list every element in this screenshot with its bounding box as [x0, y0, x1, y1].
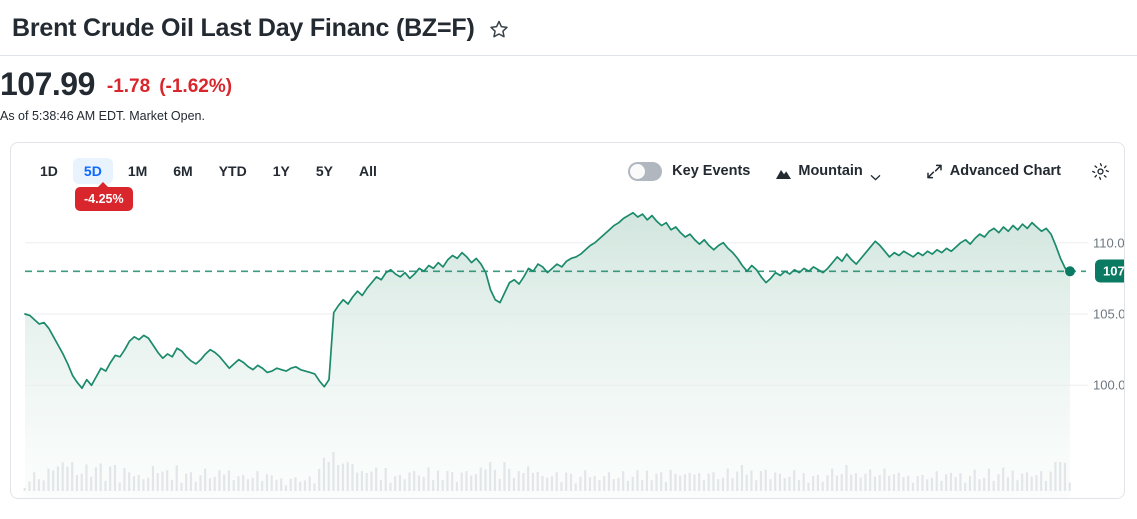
chart-type-label: Mountain	[798, 163, 863, 179]
range-tab-all[interactable]: All	[348, 158, 388, 184]
plot-area: 110.00105.00100.00107.99 7:00 AM7:00 PM7…	[11, 199, 1124, 498]
chart-toolbar: 1D 5D 1M 6M YTD 1Y 5Y All -4.25% Key Eve…	[11, 143, 1124, 211]
expand-icon	[927, 164, 942, 179]
chart-toolbar-right: Key Events Mountain Advanced C	[628, 161, 1110, 181]
key-events-toggle[interactable]	[628, 161, 663, 181]
key-events-label: Key Events	[672, 163, 751, 179]
market-status: As of 5:38:46 AM EDT. Market Open.	[0, 109, 205, 123]
performance-badge: -4.25%	[75, 182, 133, 211]
price-block: 107.99 -1.78 (-1.62%) As of 5:38:46 AM E…	[0, 56, 1137, 123]
range-tab-1m[interactable]: 1M	[117, 158, 158, 184]
current-price-badge: 107.99	[1095, 259, 1124, 283]
key-events-control: Key Events	[628, 161, 751, 181]
gear-icon[interactable]	[1091, 162, 1110, 181]
star-icon[interactable]	[489, 19, 509, 39]
quote-header: Brent Crude Oil Last Day Financ (BZ=F)	[0, 0, 1137, 55]
range-tab-1y[interactable]: 1Y	[262, 158, 301, 184]
chart-card: 1D 5D 1M 6M YTD 1Y 5Y All -4.25% Key Eve…	[10, 142, 1125, 499]
chevron-down-icon	[870, 168, 881, 180]
price-change-group: -1.78 (-1.62%)	[107, 76, 232, 100]
range-tab-6m[interactable]: 6M	[162, 158, 203, 184]
y-axis-tick: 110.00	[1093, 235, 1125, 251]
chart-type-dropdown[interactable]: Mountain	[776, 163, 881, 180]
toggle-knob	[630, 163, 646, 179]
last-price: 107.99	[0, 66, 95, 102]
range-selector: 1D 5D 1M 6M YTD 1Y 5Y All	[29, 158, 388, 184]
advanced-chart-label: Advanced Chart	[949, 163, 1061, 179]
range-tab-5d[interactable]: 5D	[72, 158, 113, 184]
range-tab-1d[interactable]: 1D	[29, 158, 69, 184]
y-axis-tick: 100.00	[1093, 377, 1125, 393]
mountain-icon	[776, 166, 792, 179]
advanced-chart-link[interactable]: Advanced Chart	[927, 163, 1061, 179]
price-chart[interactable]	[11, 199, 1125, 499]
y-axis-tick: 105.00	[1093, 306, 1125, 322]
price-row: 107.99 -1.78 (-1.62%)	[0, 68, 1137, 100]
range-tab-ytd[interactable]: YTD	[208, 158, 258, 184]
page-title: Brent Crude Oil Last Day Financ (BZ=F)	[12, 14, 475, 42]
header-divider	[0, 55, 1137, 56]
change-absolute: -1.78	[106, 76, 151, 97]
title-row: Brent Crude Oil Last Day Financ (BZ=F)	[12, 14, 1125, 55]
change-percent: (-1.62%)	[159, 76, 233, 97]
range-tab-5y[interactable]: 5Y	[305, 158, 344, 184]
